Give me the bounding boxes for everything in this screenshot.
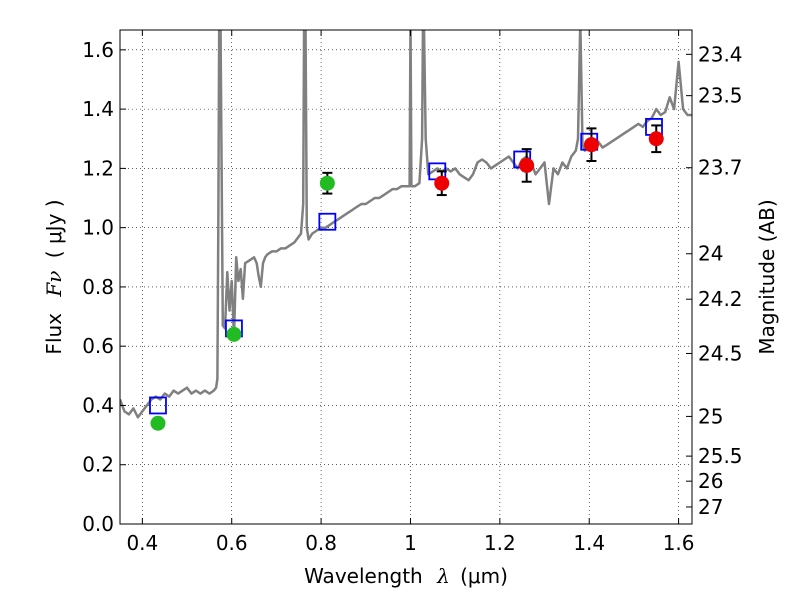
right-tick-label: 25.5 bbox=[698, 444, 743, 468]
y-tick-label: 0.4 bbox=[82, 393, 114, 417]
x-axis-label-prefix: Wavelength bbox=[304, 564, 423, 588]
y-tick-label: 1.6 bbox=[82, 38, 114, 62]
y-tick-label: 1.0 bbox=[82, 216, 114, 240]
right-tick-label: 24 bbox=[698, 242, 723, 266]
green-observed-point bbox=[226, 326, 242, 342]
plot-frame bbox=[119, 29, 693, 525]
plot-background bbox=[120, 30, 692, 524]
x-tick-label: 0.6 bbox=[216, 531, 248, 555]
y-tick-label: 1.4 bbox=[82, 97, 114, 121]
right-tick-label: 25 bbox=[698, 404, 723, 428]
y-axis-label-unit: ( μJy ) bbox=[42, 199, 66, 258]
y-tick-label: 0.6 bbox=[82, 334, 114, 358]
y-tick-label: 0.2 bbox=[82, 453, 114, 477]
y-axis-label-prefix: Flux bbox=[42, 313, 66, 355]
y-axis-label: Flux Fν ( μJy ) bbox=[42, 199, 66, 354]
red-observed-point bbox=[583, 137, 599, 153]
x-axis-label: Wavelength λ (μm) bbox=[304, 564, 508, 588]
model-spectrum-line bbox=[120, 30, 692, 419]
y-tick-label: 1.2 bbox=[82, 156, 114, 180]
x-axis-label-unit: (μm) bbox=[460, 564, 508, 588]
x-tick-label: 1 bbox=[404, 531, 417, 555]
right-axis-label: Magnitude (AB) bbox=[755, 199, 779, 354]
right-tick-label: 24.2 bbox=[698, 287, 743, 311]
model-photometry-square bbox=[149, 396, 167, 415]
right-tick-label: 23.7 bbox=[698, 156, 743, 180]
red-observed-point bbox=[519, 157, 535, 173]
ticks: 0.4 0.6 0.8 1 1.2 1.4 1.6 0.0 0.2 0.4 0.6 0.8 1.0 1.2… bbox=[82, 30, 743, 555]
right-tick-label: 23.4 bbox=[698, 42, 743, 66]
x-tick-label: 0.4 bbox=[126, 531, 158, 555]
x-tick-label: 1.6 bbox=[663, 531, 695, 555]
y-tick-label: 0.8 bbox=[82, 275, 114, 299]
right-tick-label: 23.5 bbox=[698, 84, 743, 108]
green-observed-point bbox=[319, 175, 335, 191]
x-axis-label-symbol: λ bbox=[436, 564, 450, 588]
green-observed-point bbox=[150, 415, 166, 431]
y-axis-label-symbol: Fν bbox=[42, 271, 66, 298]
right-tick-label: 24.5 bbox=[698, 341, 743, 365]
model-photometry-square bbox=[318, 212, 337, 231]
x-tick-label: 0.8 bbox=[305, 531, 337, 555]
x-tick-label: 1.4 bbox=[573, 531, 605, 555]
red-observed-point bbox=[434, 175, 450, 191]
plot-data bbox=[120, 30, 692, 431]
y-tick-label: 0.0 bbox=[82, 512, 114, 536]
right-tick-label: 27 bbox=[698, 495, 723, 519]
red-observed-point bbox=[648, 131, 664, 147]
right-tick-label: 26 bbox=[698, 469, 723, 493]
x-tick-label: 1.2 bbox=[484, 531, 516, 555]
